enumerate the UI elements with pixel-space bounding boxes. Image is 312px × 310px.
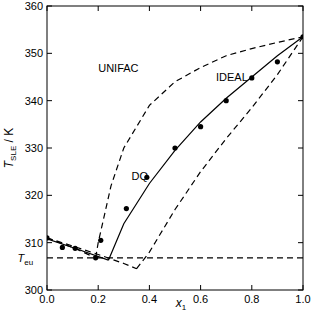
y-tick [47,100,52,101]
data-point [60,245,65,250]
y-tick-right [298,195,303,196]
annotation-text: DQ [131,170,148,182]
annotation-text: IDEAL [216,71,248,83]
y-tick-right [298,148,303,149]
annotation-text: UNIFAC [98,62,138,74]
y-tick-right [298,6,303,7]
x-tick [98,285,99,290]
chart: 0.00.20.40.60.81.0300310320330340350360x… [0,0,312,310]
x-tick-label: 0.6 [193,293,208,305]
x-axis-label-sub: 1 [182,303,187,310]
x-tick-label: 0.2 [91,293,106,305]
curve [47,37,303,258]
x-axis-label: x1 [175,296,187,310]
y-axis-label: TSLE / K [2,128,18,168]
y-tick-right [298,100,303,101]
x-tick-label: 0.4 [142,293,157,305]
x-tick-top [251,6,252,11]
y-tick [47,242,52,243]
x-tick-top [47,6,48,11]
x-tick-top [303,6,304,11]
annotation-sub: eu [24,258,33,267]
curve [47,257,303,258]
x-tick-top [149,6,150,11]
x-tick-label: 1.0 [295,293,310,305]
y-tick [47,195,52,196]
y-tick-label: 300 [25,284,43,296]
y-tick-label: 360 [25,0,43,12]
plot-frame [47,6,303,290]
y-tick-label: 310 [25,237,43,249]
y-tick-label: 340 [25,95,43,107]
data-point [275,59,280,64]
y-axis-label-tail: / K [2,128,16,146]
x-tick-top [98,6,99,11]
x-tick-label: 0.8 [244,293,259,305]
x-tick [251,285,252,290]
annotation: UNIFAC [98,62,138,74]
y-tick-label: 330 [25,142,43,154]
data-point [124,206,129,211]
y-tick [47,53,52,54]
x-tick [200,285,201,290]
data-point [98,238,103,243]
curve [47,37,303,260]
annotation: Teu [18,252,34,267]
x-tick-top [200,6,201,11]
y-tick-right [298,53,303,54]
curve [47,37,303,269]
x-tick [149,285,150,290]
y-tick-right [298,290,303,291]
plot-data [47,34,303,269]
x-tick [47,285,48,290]
y-tick-right [298,242,303,243]
y-tick [47,148,52,149]
y-tick [47,6,52,7]
y-axis-label-sub: SLE [9,146,18,161]
annotation: IDEAL [216,71,248,83]
x-tick [303,285,304,290]
annotation: DQ [131,170,148,182]
y-tick [47,290,52,291]
y-tick-label: 350 [25,47,43,59]
y-tick-label: 320 [25,189,43,201]
